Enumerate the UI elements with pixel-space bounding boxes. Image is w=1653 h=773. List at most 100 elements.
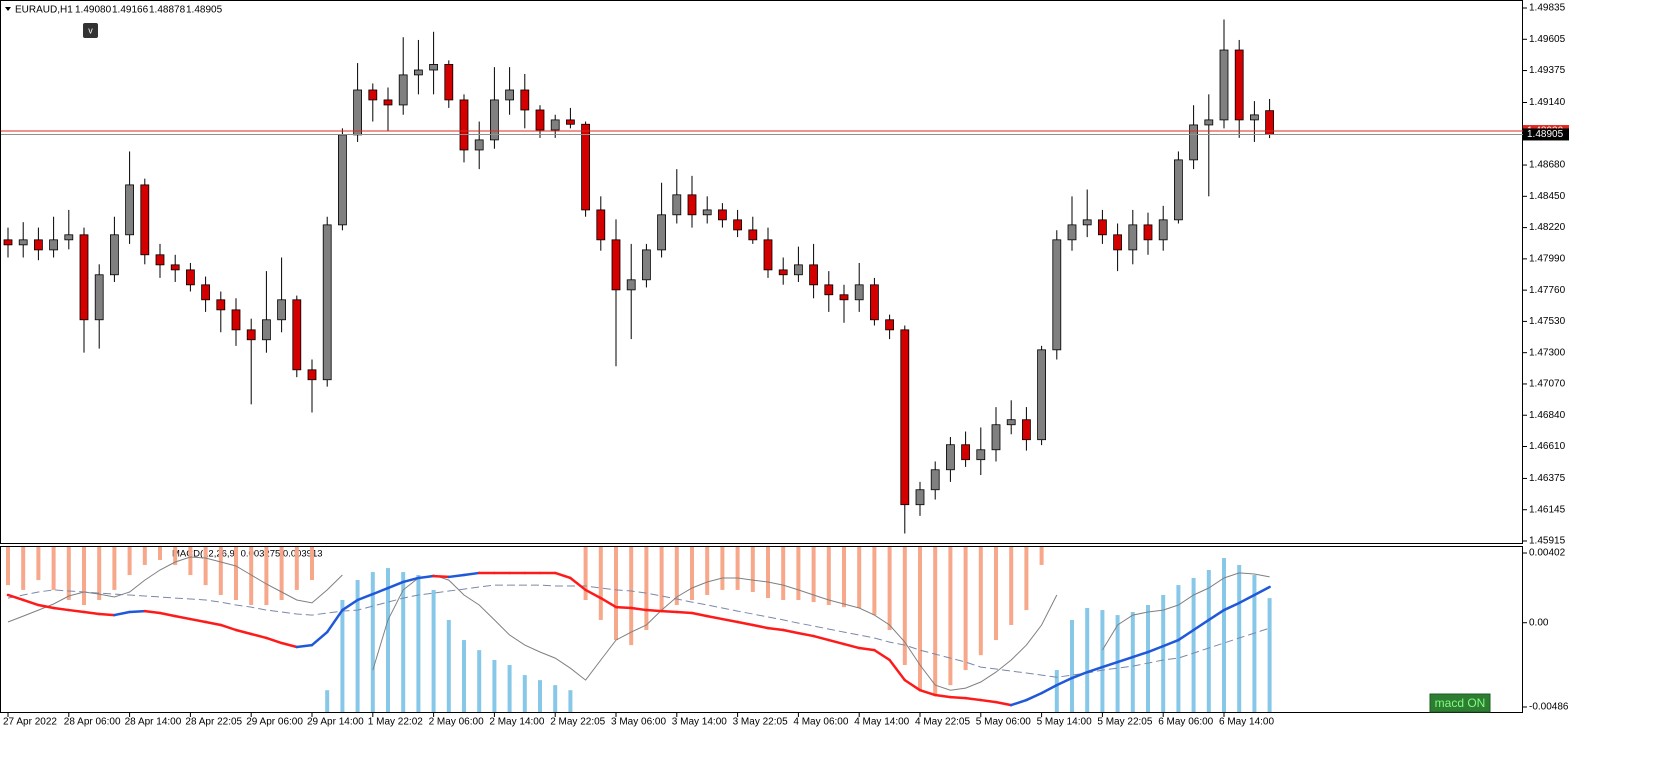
candle-body xyxy=(1189,124,1198,161)
histogram-bar xyxy=(887,547,892,630)
x-tick-label: 4 May 22:05 xyxy=(915,717,970,728)
histogram-bar xyxy=(644,547,649,630)
macd-line-segment xyxy=(1237,593,1256,605)
histogram-bar xyxy=(978,547,983,656)
histogram-bar xyxy=(203,547,208,586)
candle-body xyxy=(185,269,195,286)
candle-body xyxy=(642,249,651,281)
candle-body xyxy=(79,234,89,321)
macd-line-segment xyxy=(994,700,1013,707)
macd-line-segment xyxy=(417,574,435,580)
macd-title: MACD(12,26,9) 0.003275 0.003913 xyxy=(172,549,323,560)
candle-body xyxy=(1037,349,1046,441)
candle-body xyxy=(368,89,378,101)
histogram-bar xyxy=(857,547,862,608)
macd-line-segment xyxy=(1146,644,1165,654)
macd-line-segment xyxy=(964,696,983,702)
macd-line-segment xyxy=(128,609,147,614)
histogram-bar xyxy=(325,690,330,712)
histogram-bar xyxy=(416,575,421,712)
histogram-bar xyxy=(188,547,193,576)
histogram-bar xyxy=(735,547,740,590)
macd-panel xyxy=(0,546,1523,713)
macd-line-segment xyxy=(1131,650,1150,659)
indicator-line xyxy=(7,556,1270,691)
y-tick-label: 1.47300 xyxy=(1529,347,1566,358)
candle-body xyxy=(794,264,803,276)
candle-body xyxy=(930,469,940,491)
macd-line-segment xyxy=(736,620,755,627)
x-tick-label: 28 Apr 14:00 xyxy=(125,717,182,728)
histogram-bar xyxy=(310,547,314,581)
histogram-bar xyxy=(811,547,816,603)
macd-line-segment xyxy=(1070,670,1089,680)
candle-body xyxy=(201,284,211,301)
candle-body xyxy=(94,274,104,321)
collapse-button-label[interactable]: v xyxy=(88,25,93,35)
histogram-bar xyxy=(1176,585,1181,712)
y-tick-label: 1.46840 xyxy=(1529,410,1566,421)
candle-body xyxy=(870,284,879,321)
macd-line-segment xyxy=(705,614,724,621)
histogram-bar xyxy=(370,572,375,712)
candle-body xyxy=(459,99,469,151)
y-tick-label: 1.47530 xyxy=(1529,316,1566,327)
candle-body xyxy=(626,279,636,291)
y-tick-label: 1.47990 xyxy=(1529,254,1566,265)
candle-body xyxy=(946,444,955,471)
candle-body xyxy=(1067,224,1077,241)
histogram-bar xyxy=(1100,610,1105,712)
collapse-arrow[interactable] xyxy=(5,7,11,11)
x-tick-label: 6 May 06:00 xyxy=(1158,717,1213,728)
macd-toggle[interactable]: macd ON xyxy=(1429,693,1491,713)
y-tick-label: 1.48220 xyxy=(1529,222,1566,233)
histogram-bar xyxy=(994,547,998,641)
macd-line-segment xyxy=(842,642,861,650)
price-label-bg xyxy=(1523,128,1569,141)
candle-body xyxy=(1052,239,1062,351)
macd-line-segment xyxy=(310,630,329,647)
macd-toggle-label[interactable]: macd ON xyxy=(1435,696,1486,710)
macd-line-segment xyxy=(325,608,344,634)
histogram-bar xyxy=(1039,547,1044,565)
candle-body xyxy=(718,209,727,221)
candle-body xyxy=(307,369,317,381)
histogram-bar xyxy=(553,685,558,712)
price-panel xyxy=(0,0,1523,544)
histogram-bar xyxy=(51,547,56,590)
macd-line-segment xyxy=(1161,638,1180,648)
macd-line-segment xyxy=(341,598,359,612)
macd-line-segment xyxy=(1101,660,1119,669)
macd-line-segment xyxy=(629,606,648,612)
macd-line-segment xyxy=(1192,618,1211,632)
candle-body xyxy=(1204,119,1214,126)
candle-body xyxy=(49,239,58,251)
macd-line-segment xyxy=(751,623,770,630)
histogram-bar xyxy=(36,547,41,581)
y-tick-label: 0.00402 xyxy=(1529,548,1566,559)
macd-line-segment xyxy=(812,634,831,642)
x-tick-label: 3 May 22:05 xyxy=(733,717,788,728)
candle-body xyxy=(1158,219,1168,241)
histogram-bar xyxy=(902,547,907,666)
candle-body xyxy=(216,299,226,311)
x-tick-label: 28 Apr 06:00 xyxy=(64,717,121,728)
histogram-bar xyxy=(1146,605,1150,712)
candle-body xyxy=(733,219,742,231)
macd-line-segment xyxy=(1009,698,1028,707)
macd-line-segment xyxy=(660,609,679,614)
histogram-bar xyxy=(401,572,406,712)
histogram-bar xyxy=(1206,569,1211,712)
collapse-button-bg[interactable] xyxy=(83,23,98,38)
histogram-bar xyxy=(431,589,436,712)
histogram-bar xyxy=(507,665,512,712)
y-tick-label: 1.45915 xyxy=(1529,536,1566,547)
histogram-bar xyxy=(158,547,162,560)
candle-body xyxy=(763,239,773,271)
ohlc-low: 1.48878 xyxy=(149,5,186,16)
collapse-button[interactable]: v xyxy=(83,23,98,38)
macd-toggle-bg[interactable] xyxy=(1429,693,1491,713)
macd-line-segment xyxy=(933,693,952,699)
candle-body xyxy=(292,299,302,371)
histogram-bar xyxy=(1024,547,1029,611)
